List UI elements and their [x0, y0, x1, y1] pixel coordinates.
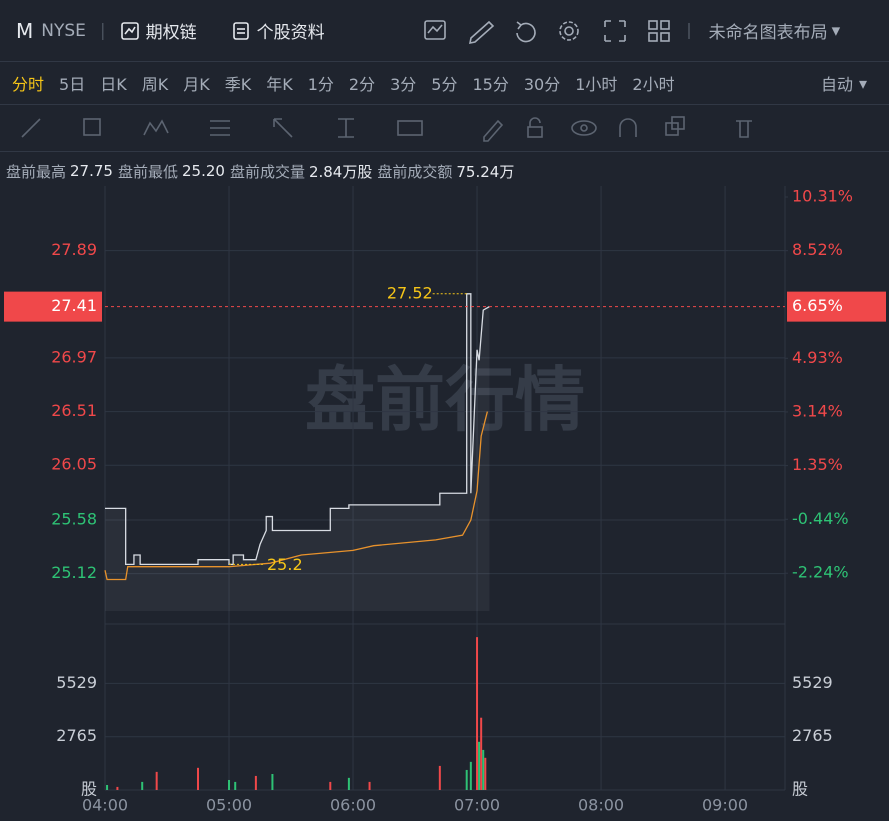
- volume-bar: [469, 761, 472, 790]
- volume-bar: [484, 757, 487, 790]
- y-tick-label: 25.58: [51, 510, 97, 529]
- volume-bar: [438, 765, 441, 790]
- symbol: M: [16, 18, 34, 43]
- volume-bar: [234, 781, 237, 790]
- auto-button[interactable]: 自动: [820, 75, 853, 94]
- y-tick-label: 27.89: [51, 240, 97, 259]
- y2-tick-label: -0.44%: [792, 509, 849, 528]
- summary-label: 盘前成交额: [377, 162, 453, 181]
- x-tick-label: 05:00: [206, 796, 252, 815]
- x-tick-label: 07:00: [454, 796, 500, 815]
- summary: 盘前最高 27.75 盘前最低 25.20 盘前成交量 2.84万股 盘前成交额 75.24万: [0, 152, 889, 190]
- volume-tick-label: 2765: [56, 726, 97, 745]
- icon: [120, 21, 139, 40]
- y-tick-label: 26.05: [51, 455, 97, 474]
- summary-label: 盘前最低: [117, 162, 178, 181]
- watermark: 盘前行情: [305, 359, 585, 441]
- period-tab[interactable]: 1分: [307, 75, 334, 94]
- last-price: 27.41: [51, 296, 97, 315]
- x-tick-label: 04:00: [82, 796, 128, 815]
- period-tab[interactable]: 30分: [523, 75, 561, 94]
- x-tick-label: 08:00: [578, 796, 624, 815]
- summary-label: 盘前成交量: [229, 162, 305, 181]
- period-tab[interactable]: 日K: [100, 75, 127, 94]
- option-chain[interactable]: 期权链: [145, 23, 197, 43]
- drawing-tools: [0, 104, 889, 152]
- price-area: [105, 293, 490, 611]
- low-label: 25.2: [267, 555, 303, 574]
- volume-bar: [476, 637, 479, 790]
- layout-name[interactable]: 未命名图表布局: [708, 23, 828, 43]
- y2-tick-label: 1.35%: [792, 455, 843, 474]
- volume-bar: [271, 774, 274, 790]
- y-tick-label: 26.97: [51, 347, 97, 366]
- y2-tick-label: 10.31%: [792, 187, 853, 206]
- tool-icons: [21, 116, 752, 142]
- price-line: [105, 293, 490, 566]
- summary-value: 27.75: [70, 162, 113, 180]
- exchange: NYSE: [41, 20, 86, 41]
- x-tick-label: 06:00: [330, 796, 376, 815]
- period-tab[interactable]: 月K: [183, 75, 210, 94]
- y2-tick-label: 8.52%: [792, 240, 843, 259]
- volume-tick-label: 2765: [792, 726, 833, 745]
- volume-bar: [116, 786, 119, 790]
- profile[interactable]: 个股资料: [256, 23, 325, 43]
- volume-tick-label: 股: [792, 780, 808, 799]
- volume-bar: [329, 781, 332, 790]
- last-price-box: [4, 291, 102, 322]
- volume-tick-label: 股: [81, 780, 97, 799]
- period-tab[interactable]: 1小时: [575, 75, 618, 94]
- period-bar: 分时 5日 日K 周K 月K 季K 年K 1分 2分 3分 5分 15分 30分 1小时 2小时 自动 ▾: [0, 62, 889, 104]
- volume-bar: [368, 781, 371, 790]
- y2-tick-label: 3.14%: [792, 401, 843, 420]
- period-tab[interactable]: 季K: [224, 75, 252, 94]
- period-tab[interactable]: 5日: [59, 75, 86, 94]
- last-change-box: [787, 291, 886, 322]
- summary-value: 2.84万股: [308, 162, 373, 181]
- volume-bar: [347, 777, 350, 790]
- toolbar-icons: [423, 19, 690, 44]
- volume-bar: [106, 784, 109, 790]
- period-tab[interactable]: 15分: [472, 75, 509, 94]
- period-tab[interactable]: 2分: [348, 75, 376, 94]
- high-label: 27.52: [387, 283, 433, 302]
- volume-bar: [482, 749, 485, 790]
- top-bar: M NYSE | 期权链 个股资料 未命名图表布局 ▾: [0, 0, 889, 62]
- summary-value: 75.24万: [456, 162, 515, 181]
- volume-tick-label: 5529: [56, 673, 97, 692]
- volume-bar: [141, 781, 144, 790]
- icon: [232, 21, 249, 40]
- volume-bar: [465, 769, 468, 790]
- volume-bar: [197, 767, 200, 790]
- volume-tick-label: 5529: [792, 673, 833, 692]
- last-change: 6.65%: [792, 296, 843, 315]
- y2-tick-label: 4.93%: [792, 348, 843, 367]
- period-tab[interactable]: 3分: [390, 75, 417, 94]
- volume-bar: [228, 779, 231, 790]
- period-tab[interactable]: 分时: [12, 75, 45, 94]
- average-line: [104, 411, 489, 581]
- period-tab[interactable]: 5分: [431, 75, 458, 94]
- period-tab[interactable]: 年K: [266, 75, 293, 94]
- x-tick-label: 09:00: [702, 796, 748, 815]
- summary-label: 盘前最高: [6, 162, 67, 181]
- y2-tick-label: -2.24%: [792, 563, 849, 582]
- volume-bar: [480, 717, 483, 790]
- period-tab[interactable]: 2小时: [632, 75, 675, 94]
- summary-value: 25.20: [181, 162, 225, 180]
- period-tab[interactable]: 周K: [141, 75, 169, 94]
- volume-bar: [155, 771, 158, 790]
- y-tick-label: 26.51: [51, 401, 97, 420]
- y-tick-label: 25.12: [51, 563, 97, 582]
- volume-bar: [254, 775, 257, 790]
- volume-bar: [478, 741, 481, 790]
